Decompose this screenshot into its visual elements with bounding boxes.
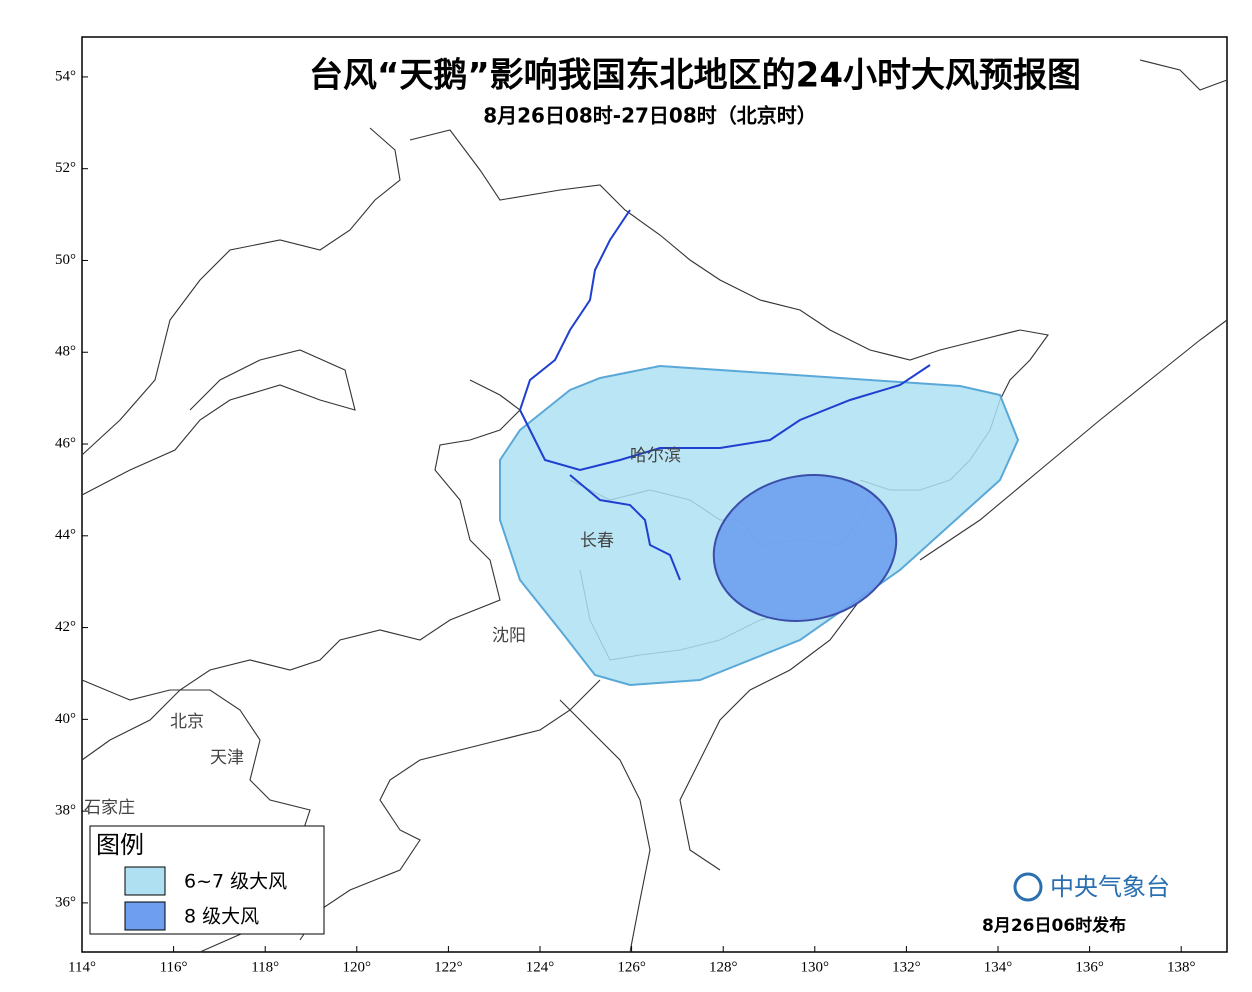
x-tick-label: 114° [68,959,96,975]
issue-time: 8月26日06时发布 [982,915,1126,936]
x-tick-label: 128° [709,959,738,975]
y-tick-label: 38° [55,803,76,819]
x-tick-label: 120° [343,959,372,975]
x-tick-label: 122° [434,959,463,975]
x-tick-label: 138° [1167,959,1196,975]
agency-name: 中央气象台 [1050,873,1170,901]
x-tick-label: 124° [526,959,555,975]
x-tick-label: 116° [160,959,188,975]
wind-zone-8 [712,474,898,622]
legend-swatch [124,901,166,931]
river [569,474,681,581]
x-tick-label: 130° [801,959,830,975]
x-tick-label: 132° [892,959,921,975]
y-tick-label: 36° [55,894,76,910]
city-label: 哈尔滨 [630,446,681,466]
map-title: 台风“天鹅”影响我国东北地区的24小时大风预报图 [309,56,1081,96]
river [518,209,931,472]
border-line [81,379,521,761]
x-tick-label: 118° [251,959,279,975]
legend-label: 6~7 级大风 [184,871,287,893]
city-label: 北京 [170,712,204,732]
city-label: 石家庄 [84,798,135,818]
legend: 图例 6~7 级大风 8 级大风 [89,825,325,935]
legend-title: 图例 [96,831,144,859]
y-tick-label: 42° [55,619,76,635]
y-tick-label: 48° [55,344,76,360]
agency-logo [1013,872,1043,902]
city-label: 天津 [210,748,244,768]
x-tick-label: 136° [1075,959,1104,975]
city-label: 长春 [580,531,614,551]
rivers [518,209,931,581]
border-line [299,59,1228,953]
map-subtitle: 8月26日08时-27日08时（北京时） [483,104,817,128]
y-tick-label: 52° [55,160,76,176]
border-line [81,127,401,496]
legend-label: 8 级大风 [184,906,259,928]
y-tick-label: 50° [55,252,76,268]
city-label: 沈阳 [492,626,526,646]
y-tick-label: 46° [55,435,76,451]
y-tick-label: 40° [55,711,76,727]
x-tick-label: 126° [617,959,646,975]
y-tick-label: 54° [55,68,76,84]
y-tick-label: 44° [55,527,76,543]
x-tick-label: 134° [984,959,1013,975]
legend-swatch [124,866,166,896]
